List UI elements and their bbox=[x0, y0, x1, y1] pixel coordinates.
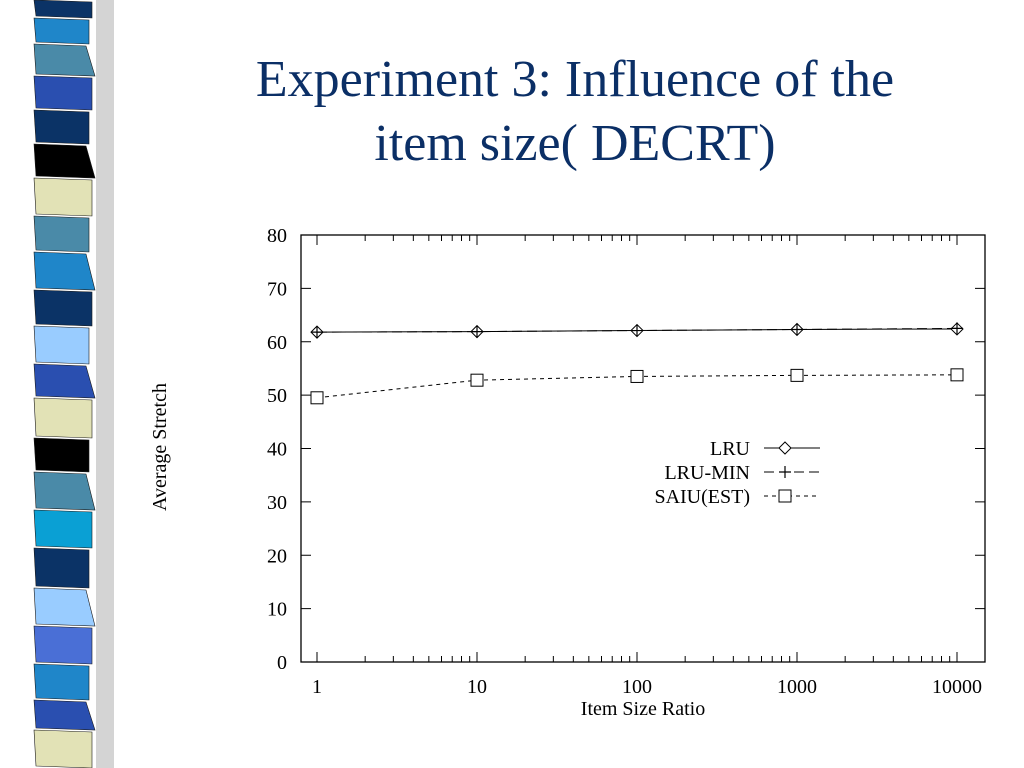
data-point-square bbox=[778, 489, 792, 503]
data-point-square bbox=[630, 369, 644, 383]
stripe-shadow bbox=[96, 0, 114, 768]
stripe-segment bbox=[33, 215, 90, 253]
x-axis-label: Item Size Ratio bbox=[581, 698, 705, 720]
chart-axes: 0 10 20 30 40 50 60 70 80 1 10 100 1000 10000 bbox=[267, 225, 986, 698]
plot-frame bbox=[300, 234, 986, 663]
chart-series bbox=[310, 322, 964, 405]
y-tick-label: 80 bbox=[267, 225, 287, 247]
x-tick-label: 1000 bbox=[777, 676, 817, 698]
stripe-segment bbox=[33, 397, 93, 439]
stripe-segment bbox=[33, 509, 93, 549]
y-tick-label: 0 bbox=[277, 652, 287, 674]
stripe-segment bbox=[33, 471, 96, 511]
stripe-segment bbox=[33, 43, 96, 77]
line-chart: 0 10 20 30 40 50 60 70 80 1 10 100 1000 10000 LRULRU-… bbox=[149, 225, 986, 720]
data-point-square bbox=[790, 368, 804, 382]
stripe-segment bbox=[33, 547, 90, 589]
slide-title: Experiment 3: Influence of the item size… bbox=[140, 48, 1010, 176]
legend-label: LRU bbox=[710, 438, 751, 460]
stripe-segment bbox=[33, 177, 93, 217]
y-tick-label: 20 bbox=[267, 545, 287, 567]
legend-label: SAIU(EST) bbox=[654, 486, 750, 508]
y-tick-label: 10 bbox=[267, 599, 287, 621]
legend-label: LRU-MIN bbox=[664, 462, 750, 484]
data-point-plus bbox=[779, 466, 791, 478]
data-point-diamond bbox=[778, 441, 792, 455]
stripe-segment bbox=[33, 109, 90, 145]
stripe-segment bbox=[33, 729, 93, 768]
stripe-segment bbox=[33, 325, 90, 365]
data-point-square bbox=[950, 368, 964, 382]
stripe-segment bbox=[33, 143, 96, 179]
stripe-segment bbox=[33, 251, 96, 291]
stripe-segment bbox=[33, 75, 93, 111]
data-point-plus bbox=[471, 325, 483, 338]
y-tick-label: 30 bbox=[267, 492, 287, 514]
stripe-segment bbox=[33, 699, 96, 731]
stripe-segment bbox=[33, 663, 90, 701]
data-point-plus bbox=[311, 326, 323, 339]
stripe-segment bbox=[33, 437, 90, 473]
stripe-segment bbox=[33, 0, 93, 19]
decorative-stripe-bar bbox=[33, 0, 114, 768]
y-tick-label: 50 bbox=[267, 385, 287, 407]
y-tick-label: 70 bbox=[267, 278, 287, 300]
stripe-segment bbox=[33, 587, 96, 627]
stripe-segment bbox=[33, 17, 90, 45]
y-axis-label: Average Stretch bbox=[149, 383, 171, 511]
x-tick-label: 100 bbox=[622, 676, 652, 698]
x-tick-label: 1 bbox=[312, 676, 322, 698]
stripe-segment bbox=[33, 625, 93, 665]
y-tick-label: 60 bbox=[267, 332, 287, 354]
y-tick-label: 40 bbox=[267, 439, 287, 461]
x-tick-label: 10 bbox=[467, 676, 487, 698]
slide-title-line-1: Experiment 3: Influence of the bbox=[255, 51, 895, 108]
x-tick-label: 10000 bbox=[932, 676, 982, 698]
data-point-plus bbox=[791, 323, 803, 336]
data-point-plus bbox=[631, 324, 643, 337]
stripe-segment bbox=[33, 289, 93, 327]
stripe-segment bbox=[33, 363, 96, 399]
data-point-plus bbox=[951, 322, 963, 335]
data-point-square bbox=[470, 373, 484, 387]
data-point-square bbox=[310, 391, 324, 405]
slide-title-line-2: item size( DECRT) bbox=[374, 115, 776, 172]
